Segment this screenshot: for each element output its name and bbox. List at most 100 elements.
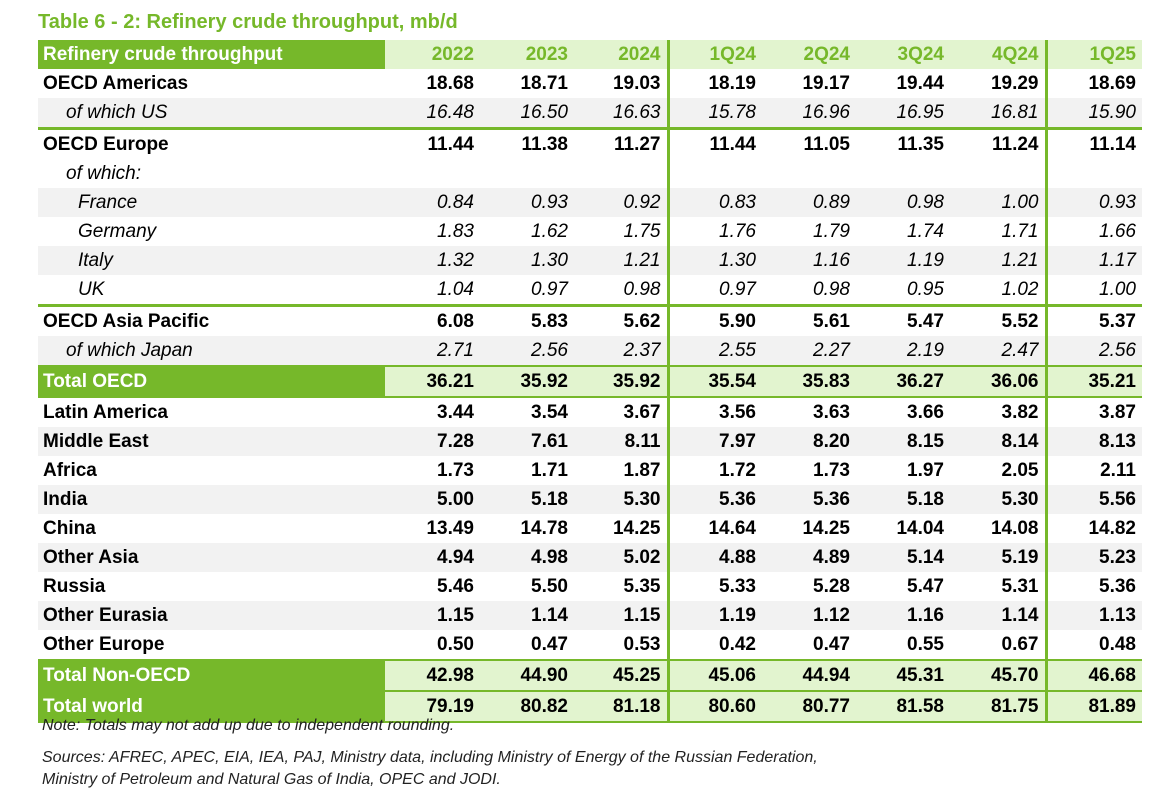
cell-value: 14.82: [1088, 517, 1136, 539]
cell-value: 13.49: [426, 517, 474, 539]
cell-value: 7.97: [668, 427, 762, 456]
cell-value: 18.71: [520, 72, 568, 94]
cell-value: 1.16: [856, 601, 950, 630]
row-label: Middle East: [38, 427, 385, 456]
table-row: India 5.00 5.18 5.30 5.36 5.36 5.18 5.30 5.56: [38, 485, 1142, 514]
cell-value: 4.88: [668, 543, 762, 572]
cell-value: 4.94: [385, 543, 480, 572]
cell-value: [762, 159, 856, 188]
cell-value: 81.58: [856, 690, 950, 723]
cell-value: 1.04: [385, 275, 480, 307]
cell-value: 35.92: [574, 365, 670, 398]
row-label: France: [38, 188, 385, 217]
cell-value: 5.62: [574, 305, 670, 336]
cell-value: 7.28: [385, 427, 480, 456]
cell-value: 5.47: [907, 575, 944, 597]
cell-value: 0.50: [437, 633, 474, 655]
column-header: 1Q24: [668, 40, 762, 69]
cell-value: 1.76: [719, 220, 756, 242]
table-row: Other Europe 0.50 0.47 0.53 0.42 0.47 0.55 0.67…: [38, 630, 1142, 660]
table-row: Africa 1.73 1.71 1.87 1.72 1.73 1.97 2.05 2.11: [38, 456, 1142, 485]
cell-value: 5.28: [813, 575, 850, 597]
cell-value: 1.66: [1099, 220, 1136, 242]
cell-value: 44.94: [762, 659, 856, 692]
cell-value: 5.31: [950, 572, 1048, 601]
cell-value: 5.46: [437, 575, 474, 597]
cell-value: 8.15: [856, 427, 950, 456]
row-label: Other Asia: [38, 543, 385, 572]
row-label: Germany: [78, 220, 157, 242]
cell-value: 0.98: [574, 275, 670, 307]
cell-value: 16.50: [480, 98, 574, 130]
cell-value: 11.05: [803, 133, 851, 155]
cell-value: 1.15: [574, 601, 670, 630]
cell-value: 5.90: [719, 310, 756, 332]
table-row: UK 1.04 0.97 0.98 0.97 0.98 0.95 1.02 1.00: [38, 275, 1142, 307]
cell-value: 16.48: [385, 98, 480, 130]
cell-value: 1.75: [574, 217, 670, 246]
table-row: Total world 79.19 80.82 81.18 80.60 80.77 81.5…: [38, 690, 1142, 723]
cell-value: 3.82: [950, 397, 1048, 427]
cell-value: 8.14: [950, 427, 1048, 456]
cell-value: 5.36: [762, 485, 856, 514]
cell-value: [950, 159, 1048, 188]
cell-value: 1.74: [907, 220, 944, 242]
cell-value: 5.23: [1046, 543, 1142, 572]
cell-value: 16.95: [856, 98, 950, 130]
cell-value: 11.35: [897, 133, 945, 155]
row-label: Other Eurasia: [38, 601, 385, 630]
cell-value: 2.71: [385, 336, 480, 366]
row-label: of which:: [66, 162, 141, 184]
cell-value: 0.48: [1099, 633, 1136, 655]
sources-line-1: Sources: AFREC, APEC, EIA, IEA, PAJ, Min…: [42, 749, 818, 766]
cell-value: 0.83: [668, 188, 762, 217]
cell-value: 80.77: [762, 690, 856, 723]
cell-value: 18.19: [708, 72, 756, 94]
cell-value: 19.03: [574, 69, 670, 98]
row-label: OECD Europe: [43, 133, 169, 155]
table-row: France 0.84 0.93 0.92 0.83 0.89 0.98 1.00 0.93: [38, 188, 1142, 217]
cell-value: 15.78: [668, 98, 762, 130]
cell-value: 1.19: [856, 246, 950, 275]
cell-value: 2.56: [1046, 336, 1142, 366]
cell-value: 36.06: [950, 365, 1048, 398]
cell-value: 11.44: [709, 133, 757, 155]
cell-value: 5.18: [856, 485, 950, 514]
cell-value: 6.08: [437, 310, 474, 332]
cell-value: 4.89: [762, 543, 856, 572]
column-header: 2Q24: [762, 40, 856, 69]
cell-value: 1.87: [574, 456, 670, 485]
cell-value: 5.35: [574, 572, 670, 601]
cell-value: 1.21: [574, 246, 670, 275]
cell-value: 5.33: [719, 575, 756, 597]
cell-value: 16.81: [950, 98, 1048, 130]
cell-value: 5.18: [480, 485, 574, 514]
cell-value: 1.14: [950, 601, 1048, 630]
table-header: Refinery crude throughput 2022 2023 2024 1Q2…: [38, 40, 1142, 69]
cell-value: 8.13: [1046, 427, 1142, 456]
cell-value: 1.73: [437, 459, 474, 481]
cell-value: 35.54: [668, 365, 762, 398]
table-row: Total OECD 36.21 35.92 35.92 35.54 35.83 36.27…: [38, 365, 1142, 398]
cell-value: 14.64: [708, 517, 756, 539]
cell-value: [574, 159, 670, 188]
cell-value: 1.14: [480, 601, 574, 630]
cell-value: 0.92: [574, 188, 670, 217]
cell-value: 5.56: [1046, 485, 1142, 514]
cell-value: 11.24: [950, 128, 1048, 159]
row-label: Russia: [43, 575, 106, 597]
cell-value: 1.30: [668, 246, 762, 275]
cell-value: 1.13: [1046, 601, 1142, 630]
table-note: Note: Totals may not add up due to indep…: [42, 717, 455, 734]
cell-value: [385, 159, 480, 188]
cell-value: 45.25: [574, 659, 670, 692]
cell-value: 5.14: [856, 543, 950, 572]
cell-value: 1.21: [950, 246, 1048, 275]
table-row: Italy 1.32 1.30 1.21 1.30 1.16 1.19 1.21 1.17: [38, 246, 1142, 275]
cell-value: 1.15: [385, 601, 480, 630]
cell-value: 5.61: [813, 310, 850, 332]
row-label: Latin America: [43, 401, 168, 423]
table-row: of which:: [38, 159, 1142, 188]
cell-value: 42.98: [385, 659, 480, 692]
cell-value: 5.19: [950, 543, 1048, 572]
